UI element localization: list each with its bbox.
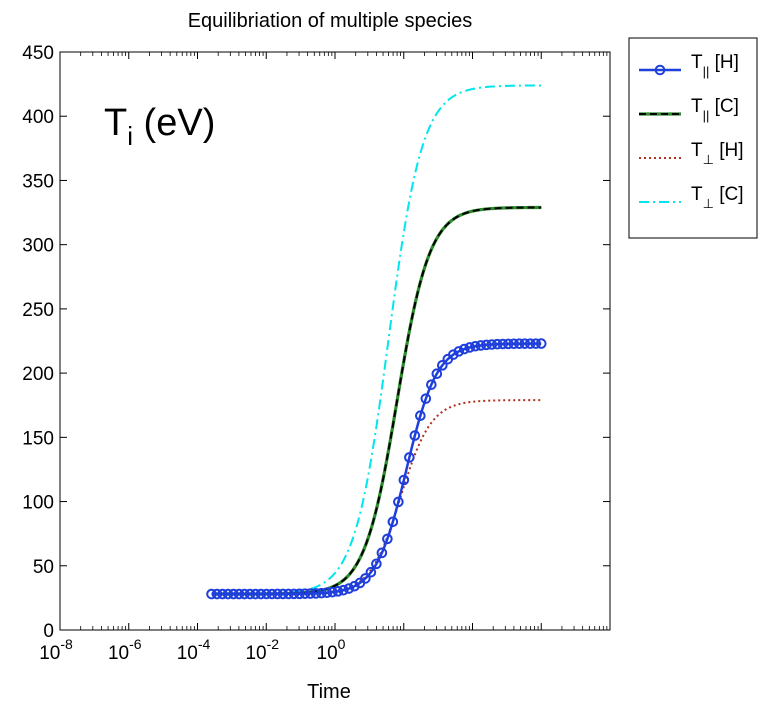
y-tick-label: 250: [22, 300, 54, 321]
series-marker: [343, 583, 355, 594]
series-marker: [294, 588, 305, 600]
series-marker: [497, 338, 509, 350]
y-tick-label: 150: [22, 428, 54, 449]
series-marker: [535, 338, 547, 349]
series-marker: [398, 474, 410, 486]
series-marker: [266, 588, 278, 600]
y-tick-label: 300: [22, 236, 54, 257]
series-marker: [239, 588, 250, 600]
legend-label: T⊥ [H]: [691, 140, 744, 167]
series-marker: [360, 573, 371, 584]
series-marker: [437, 360, 448, 371]
series-marker: [491, 338, 503, 350]
series-marker: [464, 342, 476, 353]
series-marker: [453, 346, 465, 357]
series-marker: [255, 588, 267, 600]
series-marker: [332, 586, 344, 597]
series-marker: [470, 340, 481, 352]
series-marker: [321, 587, 333, 599]
y-tick-label: 400: [22, 107, 54, 128]
series-marker: [272, 588, 283, 600]
series-marker: [233, 588, 245, 600]
x-tick-label: 10-8: [39, 636, 73, 664]
series-marker: [382, 533, 393, 545]
y-tick-label: 450: [22, 43, 54, 64]
series-marker: [305, 588, 316, 599]
series-marker: [431, 368, 443, 379]
annotation-base: T: [104, 102, 127, 144]
legend-marker: [654, 64, 666, 76]
series-marker: [513, 338, 525, 350]
series-marker: [211, 588, 223, 600]
series-marker: [393, 496, 404, 508]
annotation-units: (eV): [133, 102, 215, 144]
series-marker: [299, 588, 311, 600]
x-tick-label: 10-6: [108, 636, 142, 664]
y-tick-label: 350: [22, 171, 54, 192]
series-marker: [530, 338, 542, 349]
y-tick-label: 50: [33, 557, 54, 578]
series-marker: [486, 339, 498, 350]
series-marker: [502, 338, 514, 350]
y-tick-label: 100: [22, 493, 54, 514]
series-marker: [519, 338, 531, 349]
series-layer: [206, 84, 547, 600]
legend-box: [628, 37, 758, 239]
axes: 10-8 10-6 10-4 10-2 100 0 50 100 150 200 250 300 350…: [22, 43, 611, 664]
series-marker: [387, 516, 399, 528]
legend-label: T|| [C]: [691, 96, 739, 123]
series-marker: [327, 586, 338, 598]
series-marker: [310, 588, 322, 599]
ti-annotation: Ti (eV): [104, 102, 215, 151]
chart-title: Equilibriation of multiple species: [188, 10, 473, 32]
plot-area: [59, 51, 611, 631]
series-marker: [365, 566, 377, 578]
series-marker: [481, 339, 492, 351]
series-marker: [475, 340, 487, 351]
series-marker: [261, 588, 272, 600]
series-marker: [409, 430, 421, 441]
legend: T|| [H] T|| [C] T⊥ [H] T⊥ [C]: [628, 37, 758, 239]
annotation-subscript: i: [127, 121, 133, 151]
x-tick-label: 100: [317, 636, 346, 664]
series-marker: [217, 588, 228, 600]
series-marker: [222, 588, 234, 600]
legend-label: T|| [H]: [691, 52, 739, 79]
series-marker: [508, 338, 520, 350]
series-marker: [524, 338, 536, 349]
series-line: [211, 206, 542, 596]
series-marker: [420, 393, 432, 404]
series-marker: [244, 588, 256, 600]
series-marker: [288, 588, 300, 600]
series-marker: [376, 547, 388, 559]
series-marker: [277, 588, 289, 600]
x-tick-label: 10-2: [245, 636, 279, 664]
series-marker: [415, 410, 426, 421]
y-tick-label: 200: [22, 364, 54, 385]
series-line: [211, 342, 542, 596]
legend-label: T⊥ [C]: [691, 184, 744, 211]
y-tick-label: 0: [43, 621, 54, 642]
series-marker: [283, 588, 294, 600]
series-marker: [316, 587, 327, 599]
series-marker: [338, 584, 349, 596]
series-marker: [206, 588, 217, 600]
series-marker: [459, 343, 470, 355]
series-marker: [228, 588, 239, 600]
series-marker: [371, 558, 382, 570]
series-marker: [426, 379, 437, 390]
x-tick-label: 10-4: [177, 636, 211, 664]
series-marker: [250, 588, 261, 600]
series-marker: [404, 452, 415, 463]
x-axis-label: Time: [307, 681, 351, 703]
